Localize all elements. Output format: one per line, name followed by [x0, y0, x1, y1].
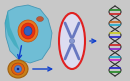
- Ellipse shape: [24, 26, 32, 35]
- Ellipse shape: [8, 60, 28, 78]
- Ellipse shape: [17, 68, 19, 70]
- Ellipse shape: [15, 66, 21, 72]
- Ellipse shape: [37, 17, 44, 21]
- Ellipse shape: [21, 23, 35, 39]
- Polygon shape: [5, 11, 20, 51]
- Ellipse shape: [18, 20, 38, 42]
- Ellipse shape: [70, 38, 74, 43]
- Polygon shape: [5, 5, 52, 63]
- Ellipse shape: [59, 13, 85, 69]
- Ellipse shape: [11, 63, 24, 75]
